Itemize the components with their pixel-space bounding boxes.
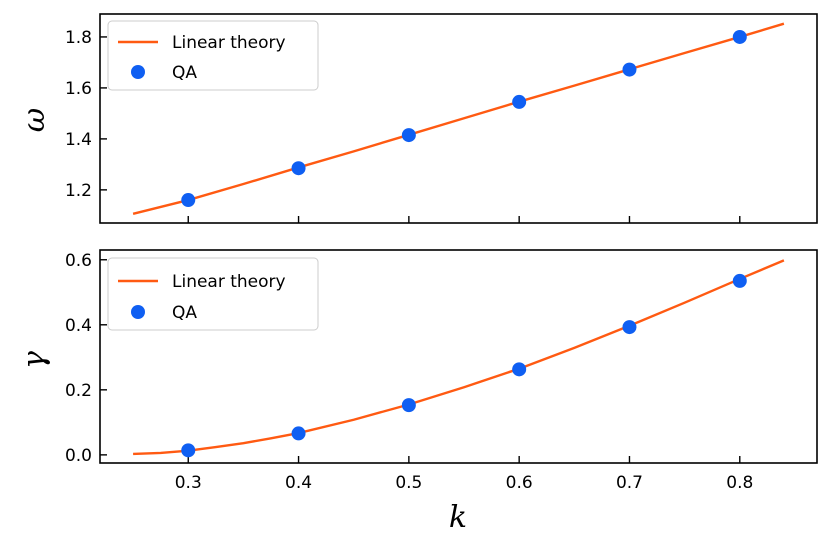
top-y-tick-label: 1.4 — [65, 130, 92, 150]
bottom-qa-point — [622, 320, 637, 335]
top-qa-point — [732, 29, 747, 44]
bottom-x-tick-label: 0.8 — [726, 473, 753, 493]
bottom-x-tick-label: 0.4 — [285, 473, 312, 493]
top-linear-theory-line — [132, 22, 785, 215]
bottom-linear-theory-line — [133, 259, 785, 456]
bottom-legend: Linear theory QA — [107, 257, 319, 331]
top-panel: 1.2 1.4 1.6 1.8 Linear theory QA ω — [17, 13, 818, 224]
bottom-panel: 0.3 0.4 0.5 0.6 0.7 0.8 0.0 0.2 0.4 0.6 Linear t… — [17, 249, 818, 535]
bottom-x-ticks: 0.3 0.4 0.5 0.6 0.7 0.8 — [175, 456, 753, 493]
top-qa-point — [181, 193, 196, 208]
bottom-x-tick-label: 0.3 — [175, 473, 202, 493]
x-axis-label: k — [449, 500, 467, 535]
top-y-ticks: 1.2 1.4 1.6 1.8 — [65, 28, 107, 201]
bottom-y-tick-label: 0.0 — [65, 446, 92, 466]
bottom-y-tick-label: 0.6 — [65, 251, 92, 271]
top-legend-qa-swatch — [131, 65, 145, 79]
bottom-y-axis-label: γ — [17, 351, 52, 369]
top-plot-frame — [99, 13, 818, 224]
top-qa-point — [291, 161, 306, 176]
bottom-qa-points — [181, 273, 747, 458]
bottom-qa-point — [291, 426, 306, 441]
bottom-y-tick-label: 0.4 — [65, 316, 92, 336]
bottom-x-tick-label: 0.5 — [395, 473, 422, 493]
bottom-legend-qa-swatch — [131, 305, 145, 319]
bottom-qa-point — [401, 398, 416, 413]
bottom-qa-point — [732, 273, 747, 288]
top-y-tick-label: 1.2 — [65, 181, 92, 201]
bottom-legend-qa-label: QA — [172, 303, 197, 323]
top-x-ticks — [187, 216, 741, 223]
top-qa-point — [512, 94, 527, 109]
bottom-y-tick-label: 0.2 — [65, 381, 92, 401]
top-qa-point — [622, 62, 637, 77]
top-legend-line-label: Linear theory — [172, 33, 286, 53]
top-legend: Linear theory QA — [107, 20, 319, 91]
bottom-y-ticks: 0.0 0.2 0.4 0.6 — [65, 251, 107, 466]
top-legend-qa-label: QA — [172, 63, 197, 83]
top-y-tick-label: 1.6 — [65, 79, 92, 99]
top-qa-points — [181, 29, 747, 208]
bottom-legend-line-label: Linear theory — [172, 272, 286, 292]
top-y-tick-label: 1.8 — [65, 28, 92, 48]
bottom-x-tick-label: 0.7 — [616, 473, 643, 493]
top-qa-point — [401, 128, 416, 143]
bottom-qa-point — [512, 362, 527, 377]
top-legend-box — [107, 20, 319, 91]
top-y-axis-label: ω — [17, 108, 52, 132]
bottom-plot-frame — [99, 249, 818, 464]
bottom-qa-point — [181, 443, 196, 458]
bottom-x-tick-label: 0.6 — [506, 473, 533, 493]
bottom-legend-box — [107, 257, 319, 331]
